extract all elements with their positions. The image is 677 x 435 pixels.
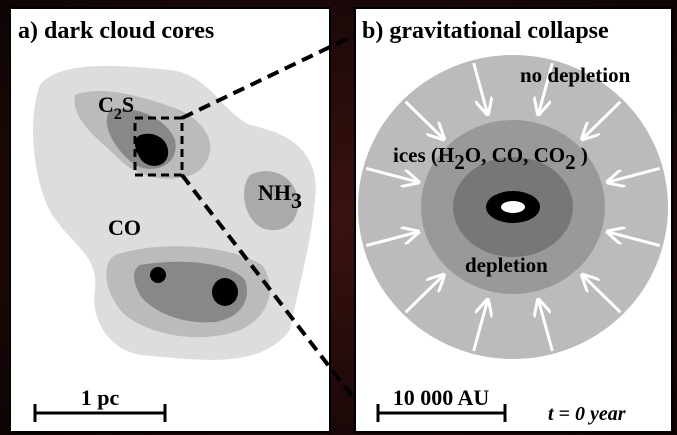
label-part: NH bbox=[258, 180, 291, 205]
scale-label: 1 pc bbox=[81, 385, 120, 410]
panel-title: b) gravitational collapse bbox=[362, 18, 609, 44]
no-depletion-label: no depletion bbox=[520, 63, 631, 87]
cloud-core bbox=[150, 267, 166, 283]
label-part: S bbox=[122, 92, 134, 117]
panel-a: a) dark cloud cores C2S NH3 CO 1 pc bbox=[10, 8, 330, 432]
depletion-label: depletion bbox=[465, 253, 548, 277]
label-part: C bbox=[98, 92, 114, 117]
subscript: 2 bbox=[565, 150, 576, 174]
co-label: CO bbox=[108, 215, 141, 240]
subscript: 2 bbox=[454, 150, 465, 174]
label-part: ices (H bbox=[393, 143, 454, 167]
cloud-core bbox=[212, 278, 238, 306]
label-part: ) bbox=[576, 143, 588, 167]
label-part: O, CO, CO bbox=[465, 143, 565, 167]
panel-b: b) gravitational collapse no depletion i… bbox=[355, 8, 672, 432]
scale-label: 10 000 AU bbox=[393, 385, 490, 410]
figure: a) dark cloud cores C2S NH3 CO 1 pc b) g… bbox=[0, 0, 677, 435]
subscript: 2 bbox=[114, 106, 122, 123]
panel-title: a) dark cloud cores bbox=[18, 18, 214, 44]
subscript: 3 bbox=[291, 188, 302, 213]
time-label: t = 0 year bbox=[548, 403, 626, 425]
core-center bbox=[501, 201, 525, 213]
